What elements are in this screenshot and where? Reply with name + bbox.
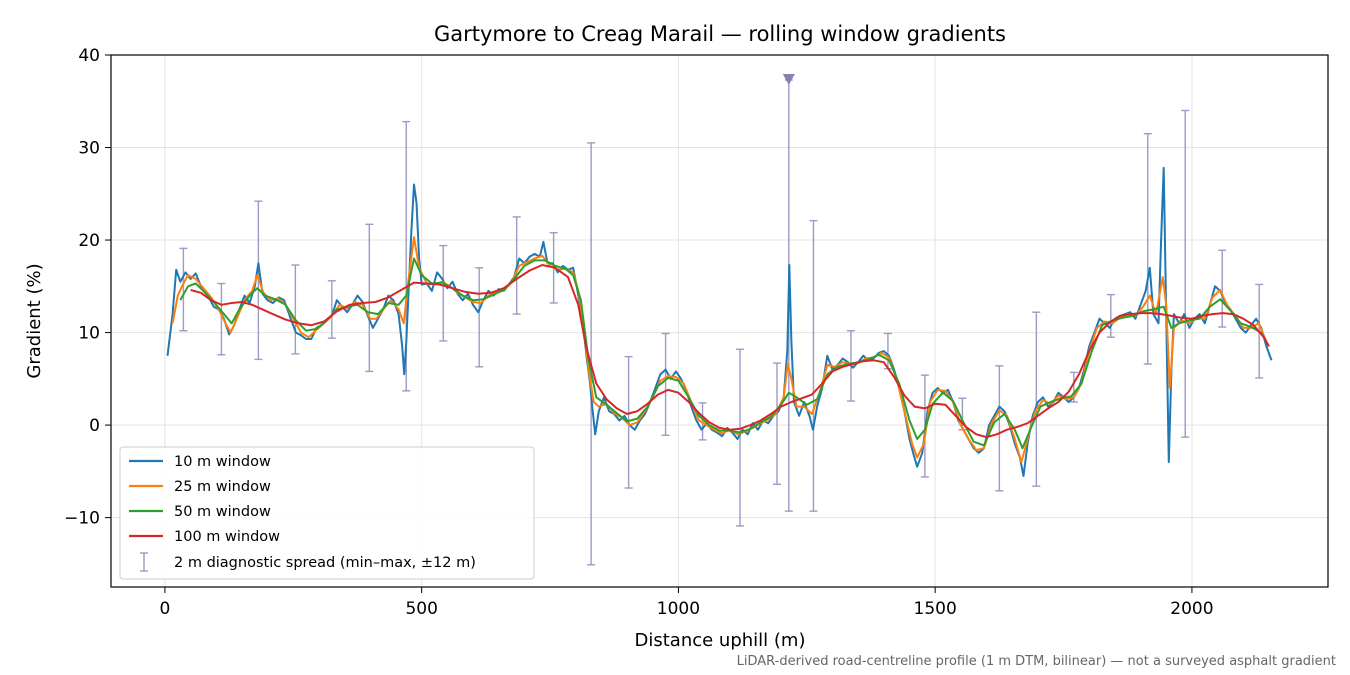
legend-label-diagnostic: 2 m diagnostic spread (min–max, ±12 m) (174, 555, 476, 571)
diagnostic-errorbar-24 (1032, 311, 1041, 487)
y-tick-label-1: 0 (89, 416, 100, 436)
diagnostic-errorbar-3 (291, 264, 300, 355)
x-axis-ticks: 0 500 1000 1500 2000 (160, 587, 1214, 619)
overflow-marker-group (782, 73, 795, 85)
legend-label-50m: 50 m window (174, 504, 271, 520)
plot-frame (110, 54, 1329, 588)
y-tick-label-5: 40 (78, 46, 100, 66)
legend-swatch-diagnostic (140, 552, 148, 572)
chart-title: Gartymore to Creag Marail — rolling wind… (434, 22, 1006, 46)
legend-label-10m: 10 m window (174, 454, 271, 470)
legend: 10 m window 25 m window 50 m window 100 … (119, 446, 535, 580)
diagnostic-errorbar-16 (773, 362, 782, 486)
diagnostic-errorbar-5 (365, 223, 374, 373)
diagnostic-errorbar-18 (809, 219, 818, 512)
diagnostic-errorbar-8 (475, 267, 484, 368)
diagnostic-errorbar-13 (661, 332, 670, 436)
diagnostic-errorbar-27 (1143, 132, 1152, 365)
y-tick-label-4: 30 (78, 139, 100, 159)
series-lines (166, 166, 1273, 477)
x-tick-label-3: 1500 (914, 599, 957, 619)
plot-series-group (166, 79, 1273, 566)
diagnostic-errorbar-11 (587, 142, 596, 566)
x-tick-label-2: 1000 (657, 599, 700, 619)
diagnostic-errorbar-0 (179, 247, 188, 332)
x-axis-label: Distance uphill (m) (635, 630, 806, 651)
series-line-100-m-window (190, 264, 1270, 439)
diagnostic-errorbar-7 (439, 244, 448, 342)
legend-label-100m: 100 m window (174, 529, 280, 545)
y-axis-ticks: −10 0 10 20 30 40 (64, 46, 111, 529)
x-tick-label-0: 0 (160, 599, 171, 619)
diagnostic-errorbar-4 (327, 280, 336, 339)
diagnostic-errorbar-23 (995, 365, 1004, 492)
y-tick-label-0: −10 (64, 509, 100, 529)
legend-box (119, 446, 535, 580)
series-line-50-m-window (179, 257, 1270, 450)
legend-label-25m: 25 m window (174, 479, 271, 495)
x-tick-label-4: 2000 (1170, 599, 1213, 619)
y-tick-label-2: 10 (78, 324, 100, 344)
diagnostic-errorbar-1 (217, 282, 226, 356)
overflow-marker-triangle (782, 73, 795, 85)
y-axis-label: Gradient (%) (24, 263, 45, 378)
diagnostic-errorbar-29 (1218, 249, 1227, 328)
y-tick-label-3: 20 (78, 231, 100, 251)
x-tick-label-1: 500 (405, 599, 437, 619)
diagnostic-errorbar-28 (1181, 109, 1190, 438)
chart-caption: LiDAR-derived road-centreline profile (1… (737, 654, 1336, 669)
diagnostic-errorbar-14 (698, 402, 707, 441)
diagnostic-errorbar-26 (1106, 293, 1115, 338)
diagnostic-errorbar-15 (736, 348, 745, 527)
